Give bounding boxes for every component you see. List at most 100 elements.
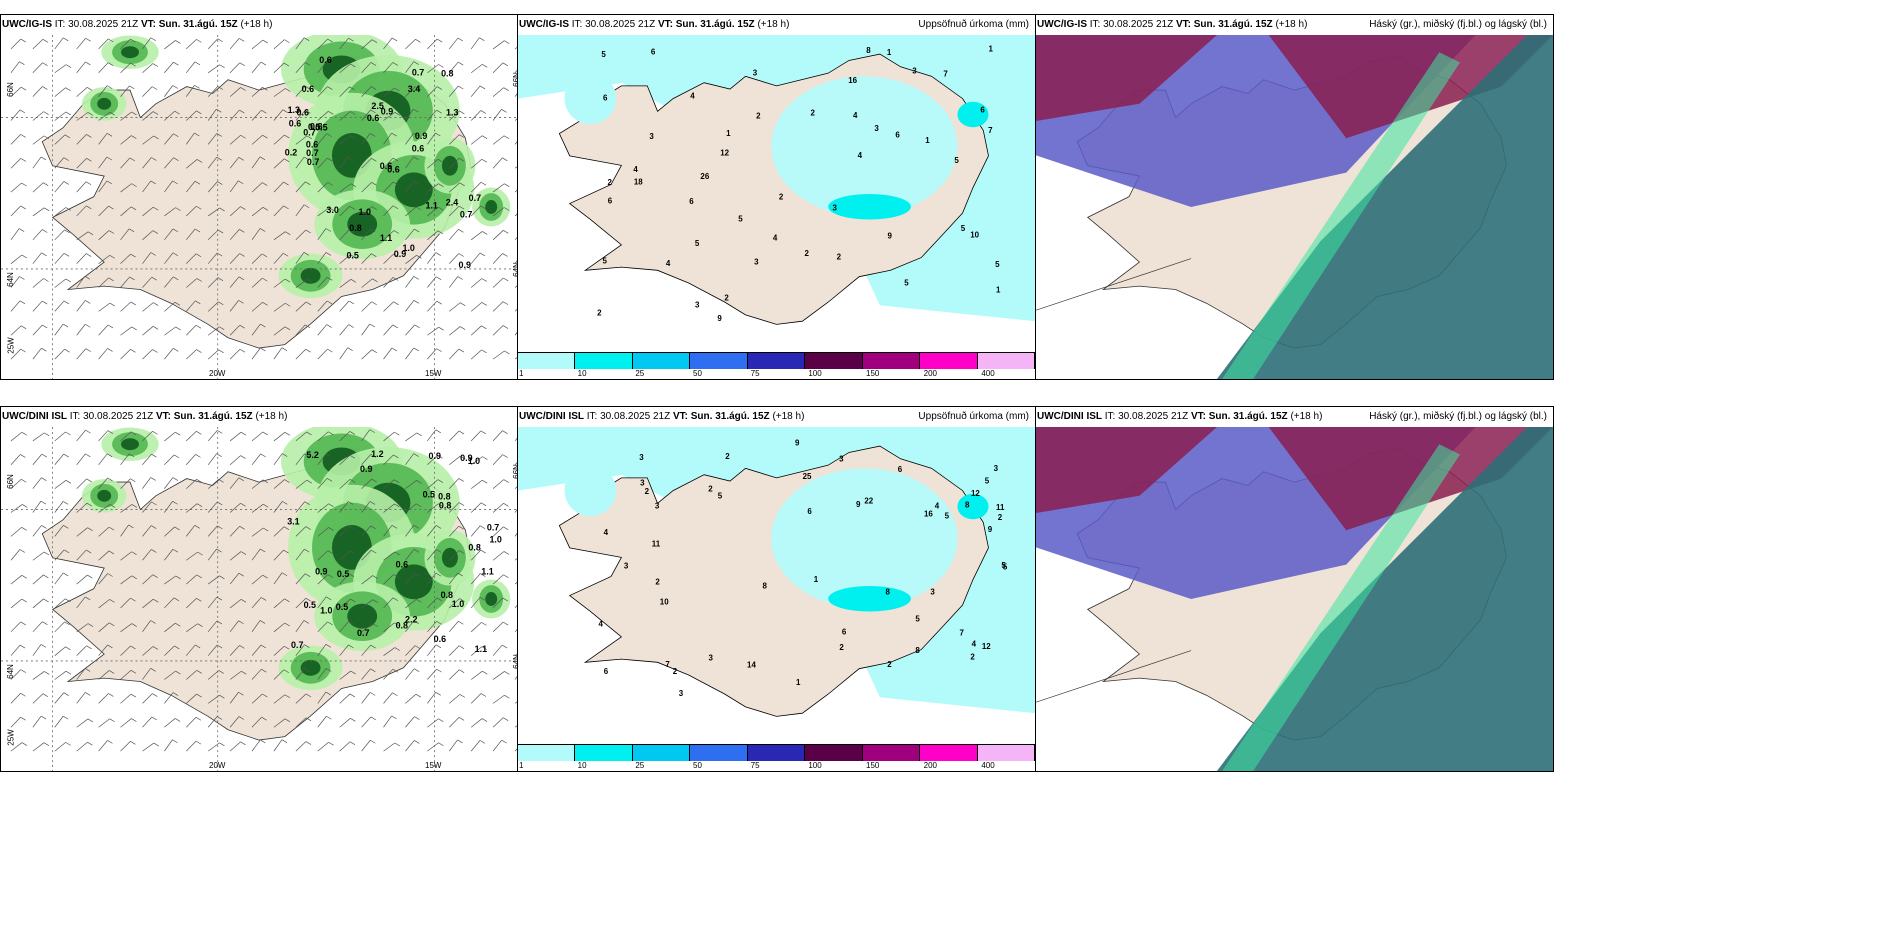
precip-amount-label: 11 [652,540,661,549]
wind-barb-feather [459,694,466,698]
wind-barb [317,621,328,633]
wind-barb-feather [261,253,268,258]
wind-barb [295,181,306,193]
wind-barb [207,277,219,288]
wind-barb-feather [394,87,400,92]
wind-barb [470,37,480,50]
precip-value-label: 0.6 [297,108,309,118]
wind-barb [186,278,198,288]
wind-barb [76,453,86,465]
precip-amount-label: 3 [754,258,759,267]
wind-barb-feather [174,110,180,115]
wind-barb [142,716,153,728]
wind-barb-feather [435,572,442,577]
wind-barb-feather [19,61,25,66]
wind-barb-feather [503,277,509,282]
wind-barb-feather [371,301,377,306]
wind-barb [251,479,264,489]
wind-barb-feather [414,645,421,649]
precip-heavy-area [485,200,498,214]
wind-barb [383,574,394,585]
wind-barb-feather [194,132,200,137]
wind-barb-feather [239,38,245,42]
wind-barb-feather [106,133,113,137]
wind-barb [164,477,174,489]
wind-barb-feather [283,205,289,210]
wind-barb-feather [153,302,159,306]
wind-barb-feather [20,158,26,162]
wind-barb [405,206,417,217]
wind-barb-feather [86,478,92,483]
wind-barb-feather [371,549,377,554]
wind-barb [186,574,197,585]
wind-barb [449,502,460,513]
wind-barb-feather [392,597,399,602]
wind-barb-feather [304,548,310,553]
wind-barb-feather [349,454,356,459]
precip-amount-label: 3 [832,203,837,212]
wind-barb [229,38,240,50]
precip-value-label: 0.5 [346,250,358,260]
wind-barb [229,741,241,752]
wind-barb [142,693,153,704]
wind-barb-feather [370,228,376,233]
wind-barb [186,300,196,312]
wind-barb-feather [22,504,28,508]
lead-time: (+18 h) [255,411,288,422]
precip-amount-label: 4 [858,151,863,160]
wind-barb [98,302,111,312]
high-cloud-area [1036,427,1217,513]
wind-barb [120,478,131,489]
precip-value-label: 0.6 [319,55,331,65]
color-scale-swatch [977,745,1035,761]
wind-barb [229,455,241,466]
color-scale-tick: 100 [808,761,822,770]
wind-barb [492,526,504,537]
wind-barb-feather [303,252,310,256]
wind-barb-feather [262,301,268,306]
wind-barb-feather [65,64,72,68]
wind-barb-feather [481,325,487,330]
wind-barb-feather [63,692,69,697]
wind-barb [76,502,88,513]
precip-amount-label: 2 [887,660,892,669]
wind-barb-feather [349,86,355,91]
wind-barb [120,326,132,336]
wind-barb [207,479,219,489]
wind-barb-feather [152,230,159,234]
wind-barb-feather [241,670,247,675]
wind-barb-feather [239,253,245,257]
wind-barb [295,693,307,704]
wind-barb-feather [436,300,442,305]
wind-barb-feather [348,229,355,233]
wind-barb-feather [86,645,92,650]
wind-barb [32,111,44,121]
precip-amount-label: 5 [954,156,959,165]
wind-barb-feather [504,40,510,44]
wind-barb [514,141,517,145]
wind-barb [54,111,67,121]
wind-barb-feather [216,156,222,161]
precip-amount-label: 3 [753,68,758,77]
wind-barb-feather [480,205,487,210]
wind-barb [32,453,43,466]
wind-barb [514,93,517,97]
wind-barb [361,623,374,633]
wind-barb [492,454,503,466]
wind-barb [142,230,154,241]
wind-barb [54,229,65,241]
wind-barb-feather [348,573,355,577]
wind-barb [54,348,65,360]
wind-barb-feather [240,502,246,507]
precip-value-label: 0.8 [441,590,453,600]
wind-barb [142,157,152,169]
precip-amount-label: 1 [925,136,930,145]
wind-barb [10,38,22,50]
wind-barb-feather [458,620,464,625]
wind-barb [251,109,262,121]
wind-barb [448,739,458,752]
wind-barb-feather [458,229,464,233]
wind-barb [448,229,459,241]
wind-barb [76,429,86,442]
precip-amount-label: 25 [803,472,812,481]
